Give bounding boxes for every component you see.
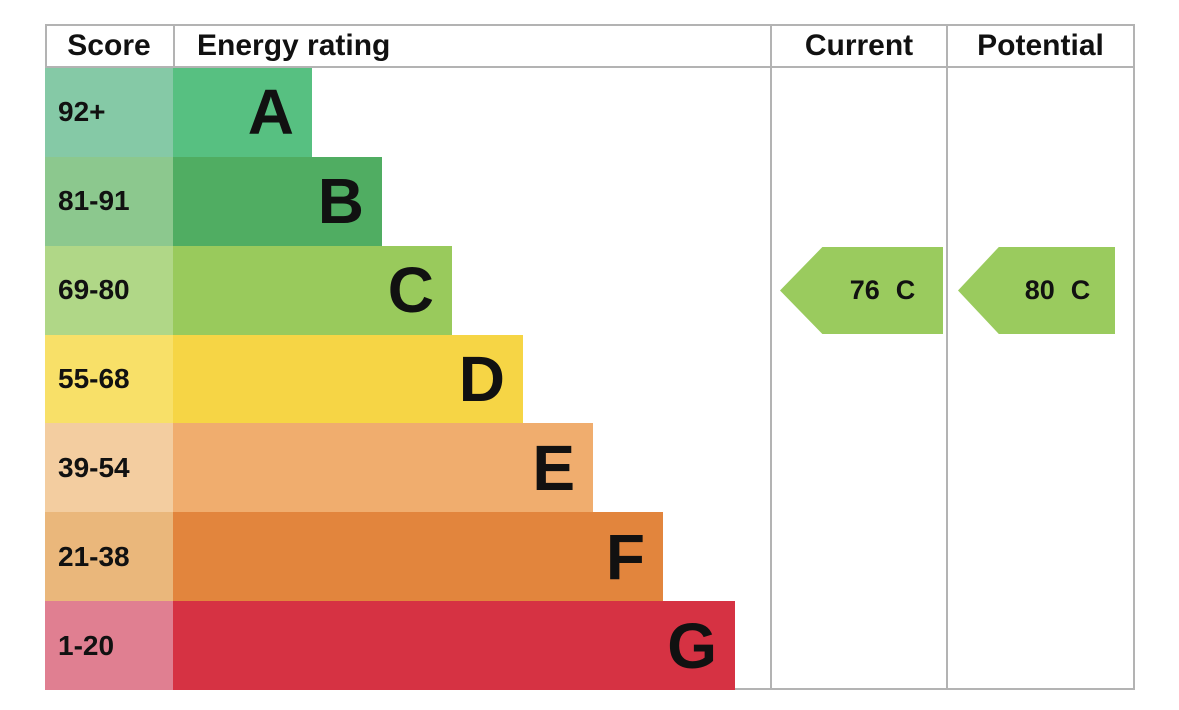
band-bar-a: A [173,68,312,157]
band-row-f: 21-38 F [45,512,735,602]
potential-rating-arrow: 80 C [958,247,1115,334]
band-row-b: 81-91 B [45,156,735,246]
band-score-d: 55-68 [45,334,173,424]
border-top [45,24,1135,26]
energy-rating-header: Energy rating [197,29,391,62]
border-right [1133,24,1135,690]
band-bar-d: D [173,334,523,424]
band-row-c: 69-80 C [45,245,735,335]
current-rating-value: 76 [849,275,880,305]
band-bar-g: G [173,601,735,691]
band-bar-c: C [173,245,452,335]
band-letter-g: G [667,609,717,682]
band-letter-f: F [605,520,645,593]
band-row-g: 1-20 G [45,601,735,691]
band-score-a: 92+ [45,68,173,157]
rating-bands: 92+ A 81-91 B 69-80 C 55-68 D 39-54 [45,68,735,691]
header-divider-line [45,66,1135,68]
current-column-divider [770,24,772,690]
band-score-e: 39-54 [45,423,173,513]
potential-rating-band: C [1070,275,1091,305]
potential-header: Potential [977,29,1104,62]
potential-column-divider [946,24,948,690]
band-letter-e: E [532,431,575,504]
band-letter-c: C [387,254,434,327]
band-row-a: 92+ A [45,68,735,157]
band-bar-f: F [173,512,663,602]
band-letter-b: B [317,165,364,238]
band-score-f: 21-38 [45,512,173,602]
band-score-b: 81-91 [45,156,173,246]
score-header: Score [67,29,151,62]
band-row-e: 39-54 E [45,423,735,513]
band-bar-e: E [173,423,593,513]
band-bar-b: B [173,156,382,246]
current-rating-band: C [895,275,916,305]
band-score-c: 69-80 [45,245,173,335]
band-letter-a: A [247,76,294,149]
current-rating-arrow: 76 C [780,247,943,334]
potential-rating-value: 80 [1024,275,1055,305]
score-column-divider [173,24,175,68]
band-row-d: 55-68 D [45,334,735,424]
band-letter-d: D [458,343,505,415]
band-score-g: 1-20 [45,601,173,691]
current-header: Current [804,29,914,62]
